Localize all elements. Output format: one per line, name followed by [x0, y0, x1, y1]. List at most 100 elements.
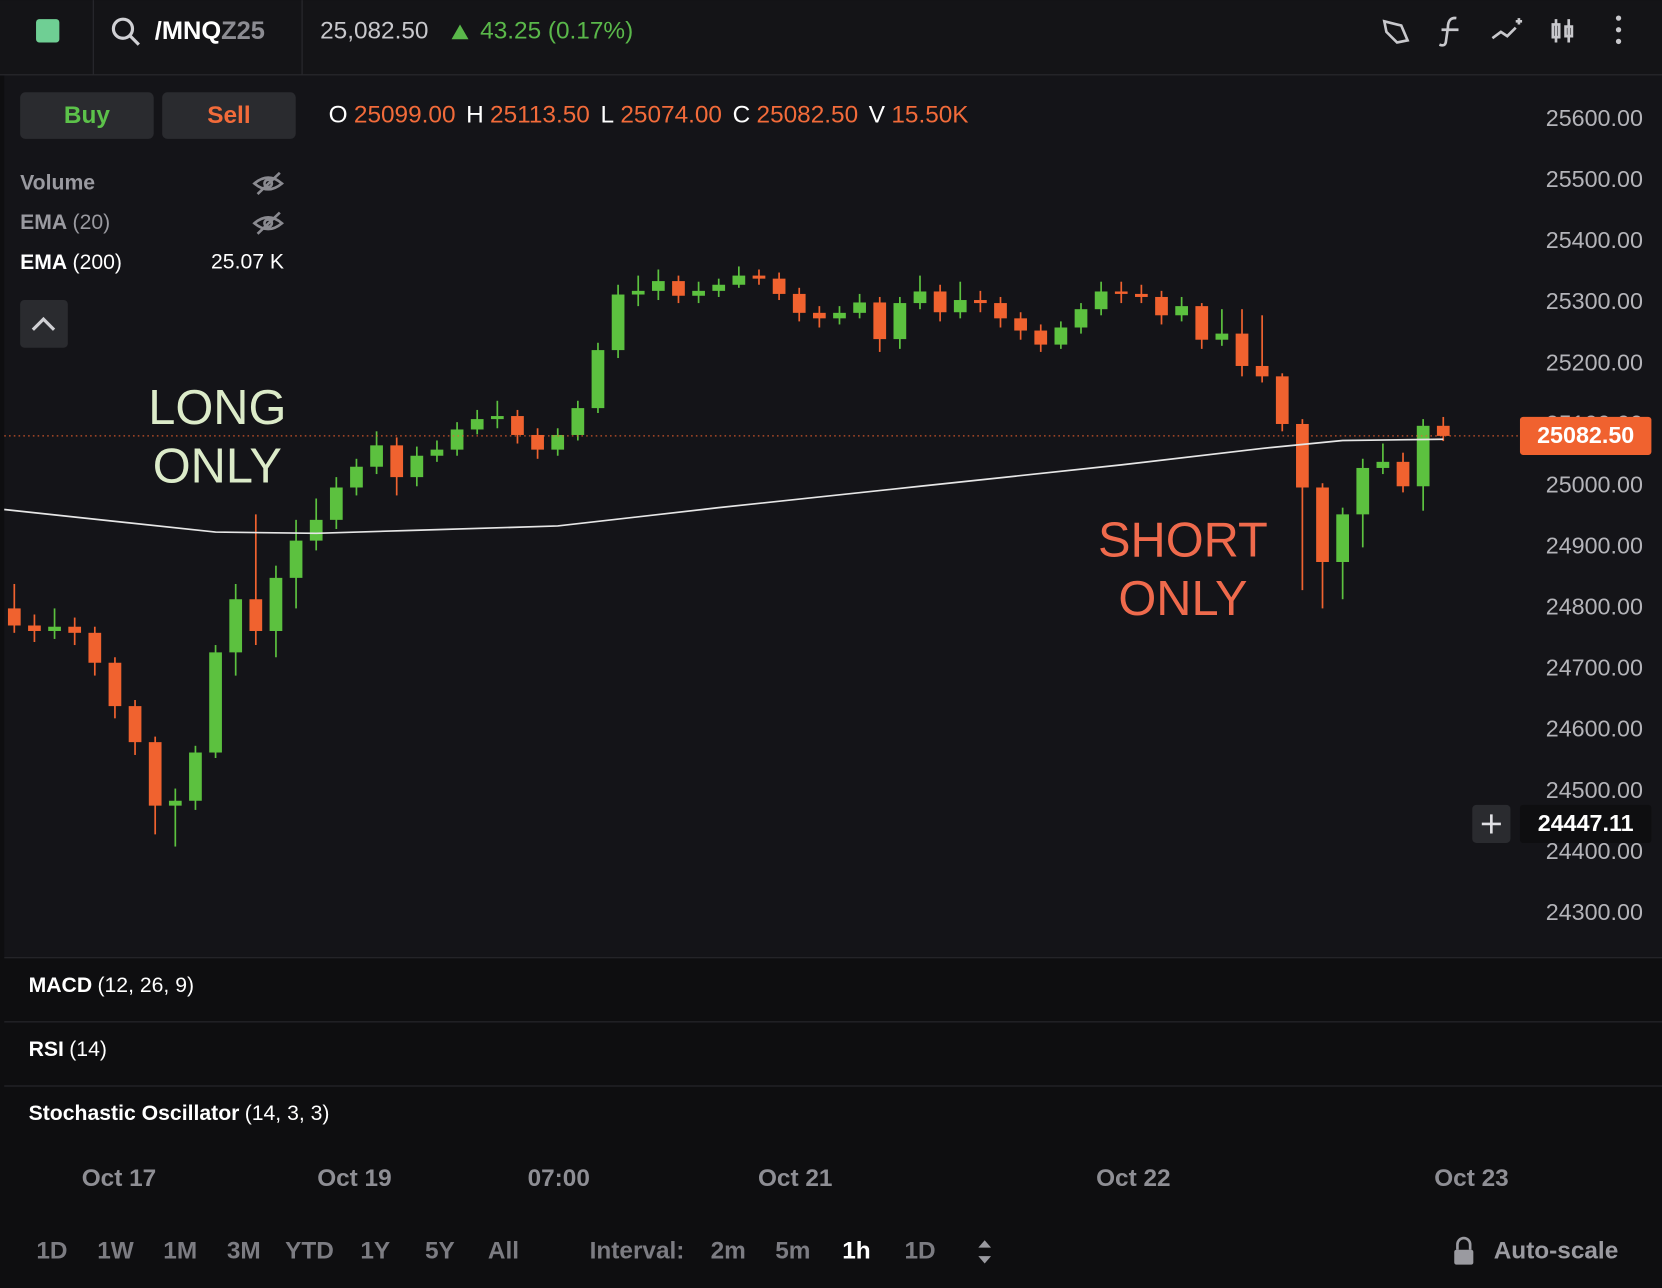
ohlcv-value: 15.50K — [891, 102, 968, 129]
current-price-label: 25082.50 — [1537, 422, 1634, 448]
y-tick-label: 25500.00 — [1546, 166, 1643, 192]
hidden-icon[interactable] — [252, 211, 284, 235]
interval-option[interactable]: 5m — [775, 1237, 810, 1264]
candle-body — [450, 429, 464, 450]
panel-title[interactable]: Stochastic Oscillator (14, 3, 3) — [29, 1102, 330, 1125]
y-tick-label: 25600.00 — [1546, 105, 1643, 131]
annotation: LONG — [148, 381, 286, 435]
search-icon[interactable] — [111, 17, 140, 46]
candle-body — [490, 416, 504, 420]
price-change: 43.25 (0.17%) — [480, 17, 633, 44]
function-icon[interactable] — [1438, 16, 1459, 47]
draw-icon[interactable] — [1382, 19, 1410, 44]
candle-body — [168, 800, 182, 806]
range-button[interactable]: 3M — [227, 1237, 261, 1264]
buy-button[interactable] — [20, 92, 154, 139]
current-price-badge — [1519, 416, 1652, 455]
collapse-button[interactable] — [20, 300, 68, 348]
candle-body — [410, 455, 424, 478]
y-tick-label: 25400.00 — [1546, 227, 1643, 253]
candle-body — [712, 284, 726, 291]
candle-body — [1215, 333, 1229, 340]
top-bar — [0, 0, 1662, 75]
range-button[interactable]: 1M — [163, 1237, 197, 1264]
symbol[interactable]: /MNQZ25 — [155, 17, 265, 45]
interval-option[interactable]: 2m — [711, 1237, 746, 1264]
candle-body — [329, 487, 343, 520]
candle-body — [1175, 306, 1188, 316]
indicator-name[interactable]: EMA (200) — [20, 251, 122, 274]
candle-body — [752, 275, 766, 279]
x-tick-label: Oct 19 — [317, 1165, 391, 1192]
ohlcv-value: 25113.50 — [490, 102, 590, 129]
candle-body — [370, 445, 383, 467]
interval-option[interactable]: 1D — [904, 1237, 935, 1264]
chart-type-icon[interactable] — [1551, 19, 1574, 43]
candle-body — [1114, 291, 1128, 294]
ohlcv-legend: O 25099.00 H 25113.50 L 25074.00 C 25082.50 V 15.… — [329, 102, 969, 129]
range-button[interactable]: 1Y — [360, 1237, 390, 1264]
candle-body — [1135, 293, 1148, 297]
panel-title[interactable]: MACD (12, 26, 9) — [29, 973, 194, 996]
interval-picker-icon[interactable] — [978, 1240, 992, 1264]
panel-params: (14) — [69, 1038, 107, 1061]
indicator-title: EMA — [20, 211, 67, 234]
candle-body — [1416, 425, 1430, 487]
candle-body — [229, 599, 243, 653]
ohlcv-value: 25082.50 — [757, 102, 859, 129]
candle-body — [1155, 296, 1168, 316]
range-button[interactable]: YTD — [285, 1237, 334, 1264]
candle-body — [1195, 306, 1209, 340]
candle-body — [853, 302, 866, 313]
sell-button[interactable] — [162, 92, 296, 139]
symbol-contract: Z25 — [221, 17, 265, 45]
candle-body — [1255, 365, 1269, 377]
slash — [256, 171, 281, 196]
chevron-up — [31, 316, 56, 331]
auto-scale[interactable]: Auto-scale — [1494, 1237, 1619, 1264]
candle-body — [249, 599, 263, 631]
panel-name: Stochastic Oscillator — [29, 1102, 240, 1125]
range-button[interactable]: 5Y — [425, 1237, 455, 1264]
candle-body — [913, 291, 927, 304]
panel-title[interactable]: RSI (14) — [29, 1038, 107, 1061]
candle-body — [1014, 318, 1027, 331]
indicator-params: (20) — [73, 211, 111, 234]
bottom-bar: 1D 1W 1M 3M YTD 1Y 5Y All Interval: 2m 5m 1h 1D Auto-… — [36, 1236, 1619, 1265]
y-tick-label: 24600.00 — [1546, 716, 1643, 742]
y-tick-label: 25000.00 — [1546, 471, 1643, 497]
range-button[interactable]: 1W — [97, 1237, 134, 1264]
ohlcv-label: C — [733, 102, 751, 129]
candle-body — [128, 706, 142, 743]
candle-body — [1336, 514, 1350, 562]
candle-body — [350, 466, 363, 488]
indicator-name[interactable]: Volume — [20, 171, 95, 194]
candle-body — [309, 519, 323, 541]
chart-background — [4, 75, 1662, 958]
candle-body — [571, 408, 585, 435]
indicator-title: EMA — [20, 251, 67, 274]
y-tick-label: 25300.00 — [1546, 288, 1643, 314]
panel-name: MACD — [29, 973, 93, 996]
candle-body — [1296, 423, 1309, 488]
compare-icon[interactable] — [1491, 18, 1523, 40]
interval-option[interactable]: 1h — [842, 1237, 870, 1264]
watchlist-icon[interactable] — [36, 19, 60, 43]
candle-body — [833, 312, 846, 319]
range-button[interactable]: 1D — [36, 1237, 67, 1264]
candle-body — [390, 445, 404, 478]
candle-body — [88, 632, 102, 663]
candle-body — [792, 293, 806, 313]
hidden-icon[interactable] — [252, 171, 284, 196]
candle-body — [893, 303, 907, 340]
more-icon[interactable] — [1615, 15, 1622, 45]
y-tick-label: 24900.00 — [1546, 532, 1643, 558]
candle-body — [531, 434, 544, 450]
ohlcv-label: L — [600, 102, 614, 129]
annotation: SHORT — [1098, 514, 1268, 568]
range-button[interactable]: All — [488, 1237, 519, 1264]
ema-line — [4, 438, 1444, 535]
indicator-name[interactable]: EMA (20) — [20, 211, 110, 234]
